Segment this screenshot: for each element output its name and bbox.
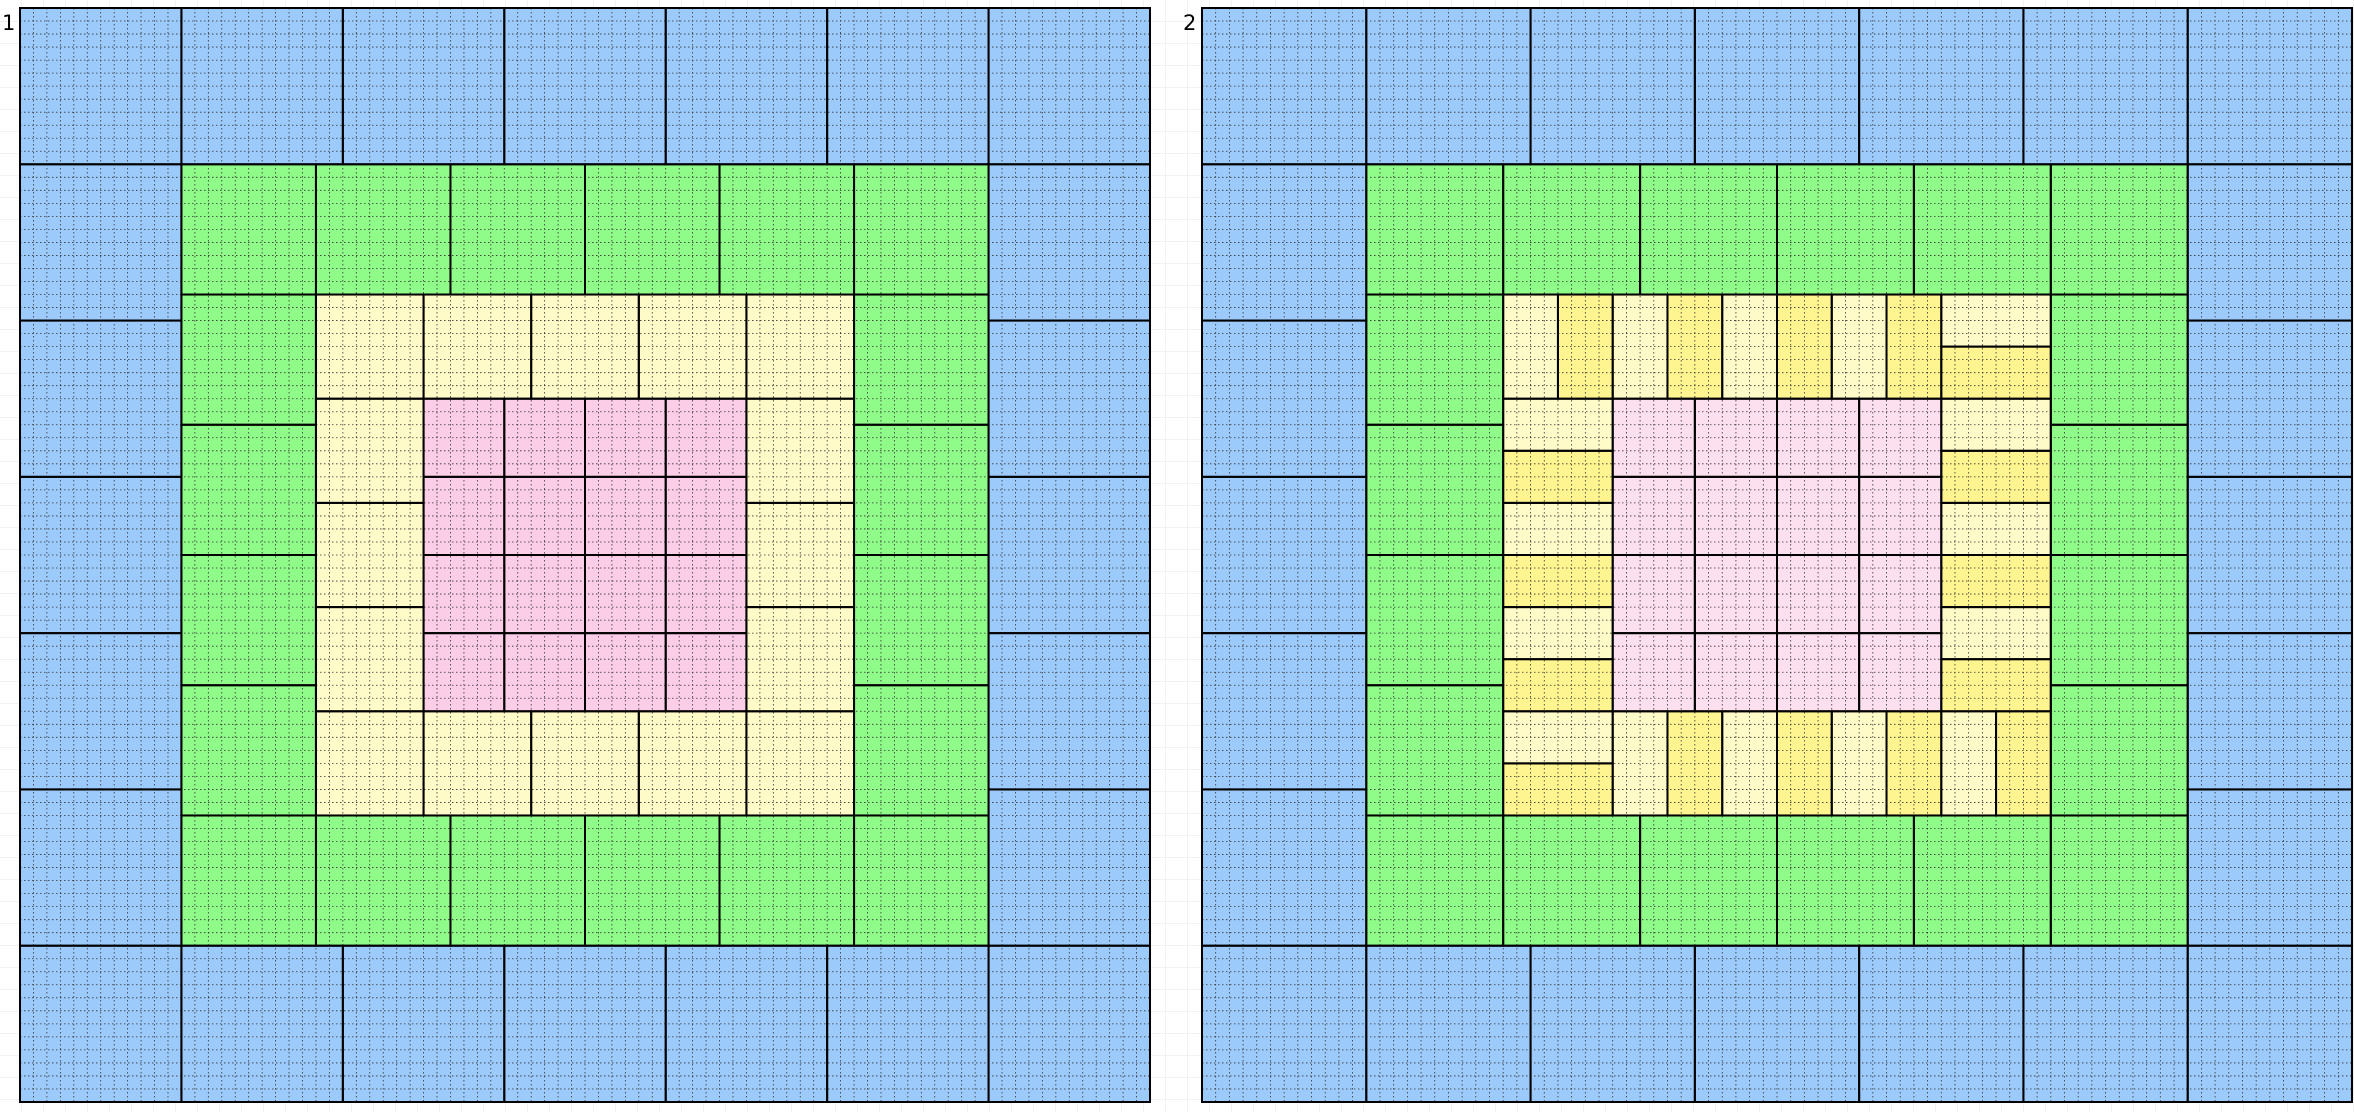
yellow-dark-block xyxy=(1777,294,1832,399)
pink-block xyxy=(1859,476,1942,555)
yellow-dark-block xyxy=(1777,711,1832,816)
block-border xyxy=(1502,762,1614,817)
pink-block xyxy=(1859,398,1942,477)
block-border xyxy=(1995,710,2052,817)
panel-label: 2 xyxy=(1183,11,1196,35)
panel xyxy=(1201,7,2354,1104)
yellow-block xyxy=(1941,711,1997,816)
blue-block xyxy=(827,8,989,165)
blue-block xyxy=(827,945,989,1102)
panel-border xyxy=(1201,7,2353,1103)
block-border xyxy=(1858,632,1943,713)
panel-label: 1 xyxy=(2,11,15,35)
panel xyxy=(19,7,1151,1104)
panel-border xyxy=(19,7,1151,1103)
block-border xyxy=(664,632,748,713)
